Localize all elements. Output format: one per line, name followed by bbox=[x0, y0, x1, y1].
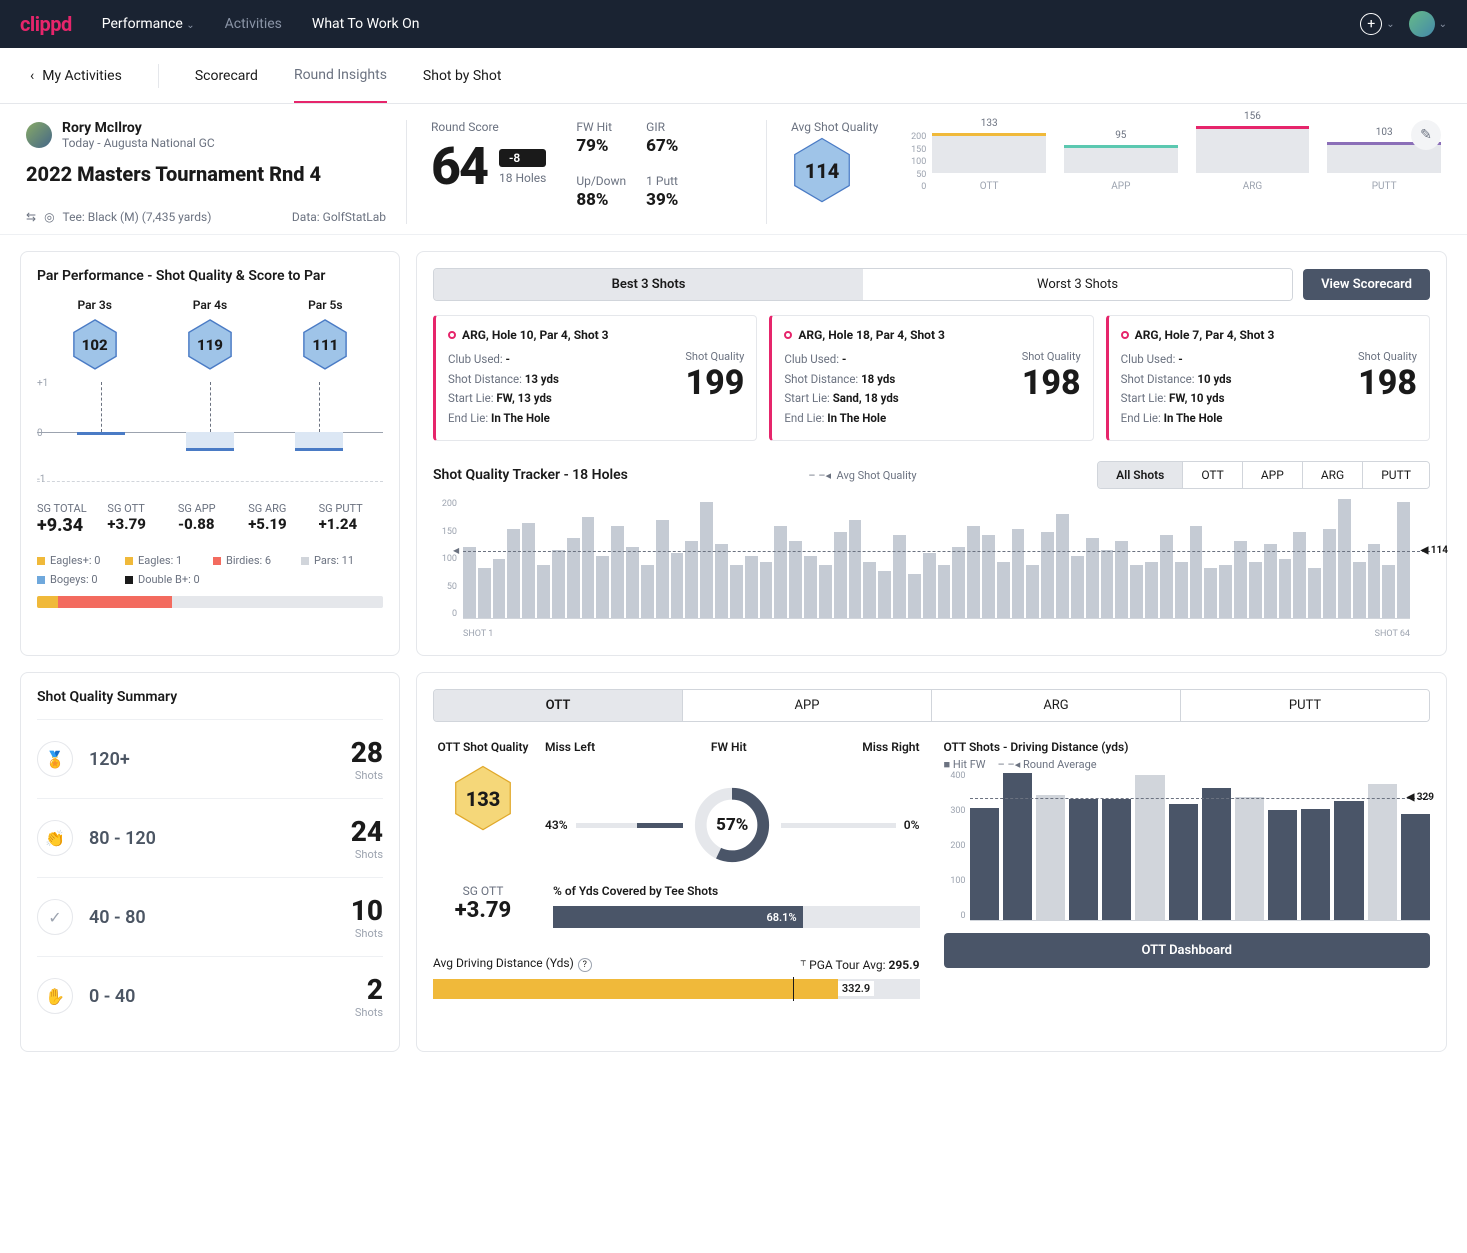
round-header: Rory McIlroy Today - Augusta National GC… bbox=[0, 104, 1467, 235]
holes-count: 18 Holes bbox=[499, 171, 546, 185]
par-performance-card: Par Performance - Shot Quality & Score t… bbox=[20, 251, 400, 656]
help-icon[interactable]: ? bbox=[578, 958, 592, 972]
ott-tab-putt[interactable]: PUTT bbox=[1181, 690, 1429, 721]
player-avatar-icon bbox=[26, 122, 52, 148]
miss-right-pct: 0% bbox=[904, 818, 920, 832]
asq-mini-chart: 200150100500 133OTT95APP156ARG103PUTT bbox=[902, 132, 1441, 224]
tracker-title: Shot Quality Tracker - 18 Holes bbox=[433, 467, 628, 483]
miss-right-label: Miss Right bbox=[862, 740, 919, 754]
drv-chart-legend: ■ Hit FW – –◂ Round Average bbox=[944, 758, 1431, 771]
shot-card[interactable]: ARG, Hole 10, Par 4, Shot 3 Club Used: -… bbox=[433, 315, 757, 441]
nav-activities[interactable]: Activities bbox=[225, 16, 282, 32]
round-score-value: 64 bbox=[431, 136, 487, 197]
round-score-label: Round Score bbox=[431, 120, 546, 134]
ott-dashboard-button[interactable]: OTT Dashboard bbox=[944, 933, 1431, 968]
ott-hex: 133 bbox=[452, 764, 514, 834]
logo[interactable]: clippd bbox=[20, 12, 72, 36]
shot-quality-summary-card: Shot Quality Summary 🏅120+ 28Shots👏80 - … bbox=[20, 672, 400, 1052]
tracker-tab-ott[interactable]: OTT bbox=[1183, 462, 1243, 488]
avatar-icon bbox=[1409, 11, 1435, 37]
chevron-left-icon: ‹ bbox=[30, 68, 34, 84]
par-chart: +1 0 -1 bbox=[37, 382, 383, 482]
tracker-tab-app[interactable]: APP bbox=[1243, 462, 1303, 488]
player-subtitle: Today - Augusta National GC bbox=[62, 136, 215, 150]
back-my-activities[interactable]: ‹ My Activities bbox=[30, 50, 122, 102]
fw-hit-donut: 57% bbox=[691, 784, 773, 866]
tracker-tabs: All ShotsOTTAPPARGPUTT bbox=[1097, 461, 1430, 489]
sq-summary-title: Shot Quality Summary bbox=[37, 689, 383, 705]
check-icon: ✓ bbox=[37, 899, 73, 935]
tracker-tab-putt[interactable]: PUTT bbox=[1363, 462, 1429, 488]
sub-nav: ‹ My Activities Scorecard Round Insights… bbox=[0, 48, 1467, 104]
arrows-icon: ⇆ bbox=[26, 210, 36, 224]
header-stats: FW Hit79%GIR67%Up/Down88%1 Putt39% bbox=[576, 120, 696, 224]
shot-card[interactable]: ARG, Hole 7, Par 4, Shot 3 Club Used: - … bbox=[1106, 315, 1430, 441]
sq-summary-row: ✓40 - 80 10Shots bbox=[37, 877, 383, 956]
pencil-icon: ✎ bbox=[1420, 127, 1432, 143]
ott-card: OTTAPPARGPUTT OTT Shot Quality 133 Miss … bbox=[416, 672, 1447, 1052]
asq-label: Avg Shot Quality bbox=[791, 120, 878, 134]
nav-performance[interactable]: Performance ⌄ bbox=[102, 16, 195, 32]
plus-icon: + bbox=[1360, 13, 1382, 35]
player-name: Rory McIlroy bbox=[62, 120, 215, 136]
tracker-legend: – –◂ Avg Shot Quality bbox=[808, 469, 916, 482]
drv-distance-label: Avg Driving Distance (Yds)? bbox=[433, 956, 592, 973]
medal-icon: 🏅 bbox=[37, 741, 73, 777]
drv-chart-title: OTT Shots - Driving Distance (yds) bbox=[944, 740, 1129, 754]
par-perf-title: Par Performance - Shot Quality & Score t… bbox=[37, 268, 383, 284]
drv-distance-bar: 332.9 bbox=[433, 979, 920, 999]
sg-ott-value: +3.79 bbox=[433, 898, 533, 923]
fw-hit-label: FW Hit bbox=[711, 740, 747, 754]
sg-ott-label: SG OTT bbox=[433, 884, 533, 898]
sq-summary-row: 🏅120+ 28Shots bbox=[37, 719, 383, 798]
pga-avg: ⸆ PGA Tour Avg: 295.9 bbox=[800, 956, 919, 973]
top-nav: clippd Performance ⌄ Activities What To … bbox=[0, 0, 1467, 48]
add-button[interactable]: + ⌄ bbox=[1360, 13, 1394, 35]
driving-distance-chart: 4003002001000 ◀ 329 bbox=[944, 771, 1431, 921]
round-title: 2022 Masters Tournament Rnd 4 bbox=[26, 162, 386, 186]
hand-icon: ✋ bbox=[37, 978, 73, 1014]
shot-card[interactable]: ARG, Hole 18, Par 4, Shot 3 Club Used: -… bbox=[769, 315, 1093, 441]
score-to-par-badge: -8 bbox=[499, 149, 546, 167]
sq-summary-row: ✋0 - 40 2Shots bbox=[37, 956, 383, 1035]
tab-round-insights[interactable]: Round Insights bbox=[294, 49, 387, 103]
tracker-chart: 200150100500 ◀ 114 SHOT 1 SHOT 64 bbox=[433, 499, 1430, 639]
ott-tab-ott[interactable]: OTT bbox=[434, 690, 683, 721]
ott-tab-app[interactable]: APP bbox=[683, 690, 932, 721]
ott-sq-label: OTT Shot Quality bbox=[433, 740, 533, 754]
sq-summary-row: 👏80 - 120 24Shots bbox=[37, 798, 383, 877]
tracker-tab-arg[interactable]: ARG bbox=[1303, 462, 1363, 488]
tab-shot-by-shot[interactable]: Shot by Shot bbox=[423, 50, 502, 102]
data-source: Data: GolfStatLab bbox=[292, 210, 386, 224]
pct-covered-label: % of Yds Covered by Tee Shots bbox=[553, 884, 920, 898]
asq-hex: 114 bbox=[791, 136, 853, 206]
best-worst-toggle: Best 3 Shots Worst 3 Shots bbox=[433, 268, 1293, 301]
worst-shots-toggle[interactable]: Worst 3 Shots bbox=[863, 269, 1292, 300]
target-icon: ◎ bbox=[44, 210, 54, 224]
best-shots-toggle[interactable]: Best 3 Shots bbox=[434, 269, 863, 300]
nav-links: Performance ⌄ Activities What To Work On bbox=[102, 16, 420, 32]
tee-info: Tee: Black (M) (7,435 yards) bbox=[63, 210, 212, 224]
miss-left-pct: 43% bbox=[545, 818, 568, 832]
ott-tab-arg[interactable]: ARG bbox=[932, 690, 1181, 721]
user-menu[interactable]: ⌄ bbox=[1409, 11, 1447, 37]
score-distribution-bar bbox=[37, 596, 383, 608]
shots-tracker-card: Best 3 Shots Worst 3 Shots View Scorecar… bbox=[416, 251, 1447, 656]
view-scorecard-button[interactable]: View Scorecard bbox=[1303, 269, 1430, 300]
tab-scorecard[interactable]: Scorecard bbox=[195, 50, 258, 102]
nav-what-to-work-on[interactable]: What To Work On bbox=[312, 16, 420, 32]
clap-icon: 👏 bbox=[37, 820, 73, 856]
edit-button[interactable]: ✎ bbox=[1411, 120, 1441, 150]
pct-covered-bar: 68.1% bbox=[553, 906, 920, 928]
tracker-tab-all-shots[interactable]: All Shots bbox=[1098, 462, 1183, 488]
miss-left-label: Miss Left bbox=[545, 740, 595, 754]
